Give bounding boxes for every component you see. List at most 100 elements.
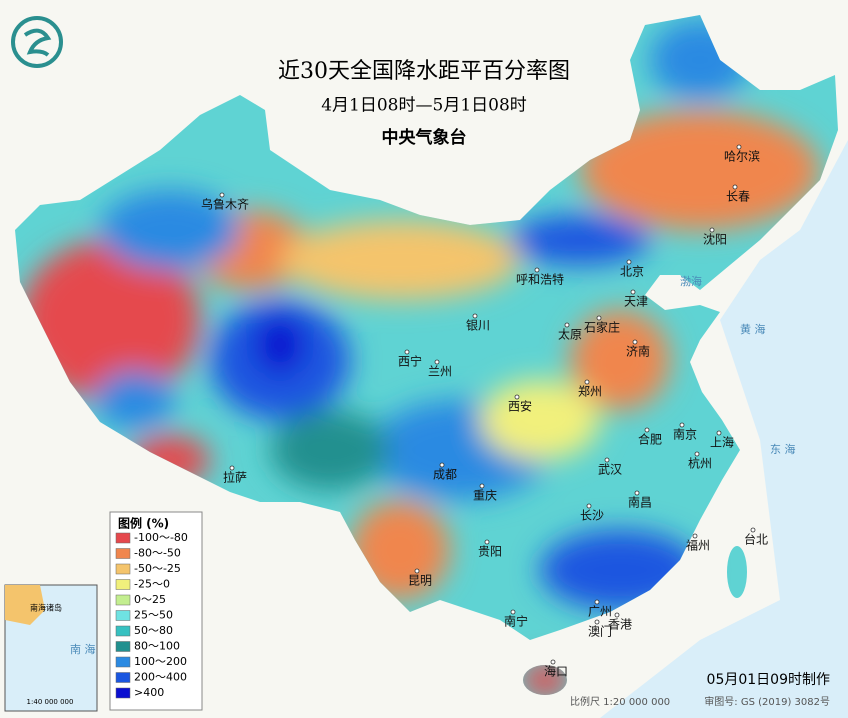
city-dot bbox=[644, 427, 650, 433]
legend-label: 200～400 bbox=[134, 671, 187, 684]
city-label: 武汉 bbox=[598, 463, 622, 477]
legend-label: -25～0 bbox=[134, 578, 170, 591]
city-dot bbox=[596, 315, 602, 321]
legend-swatch bbox=[115, 610, 131, 621]
legend-swatch bbox=[115, 594, 131, 606]
city-dot bbox=[594, 599, 600, 605]
city-dot bbox=[694, 451, 700, 457]
city-label: 合肥 bbox=[638, 432, 662, 447]
city-label: 银川 bbox=[466, 319, 490, 333]
inset-scale: 1:40 000 000 bbox=[27, 698, 74, 706]
city-label: 南昌 bbox=[628, 495, 652, 510]
city-label: 天津 bbox=[624, 295, 648, 309]
city-dot bbox=[414, 568, 420, 574]
inset: 南海诸岛 1:40 000 000 bbox=[4, 584, 98, 712]
city-label: 海口 bbox=[544, 664, 568, 679]
city-dot bbox=[716, 430, 722, 436]
agency: 中央气象台 bbox=[382, 127, 467, 148]
city-label: 重庆 bbox=[473, 489, 497, 503]
legend-swatch bbox=[115, 672, 131, 683]
legend-swatch bbox=[115, 563, 131, 575]
city-dot bbox=[479, 483, 485, 489]
scale: 比例尺 1:20 000 000 bbox=[570, 695, 670, 708]
city-label: 西安 bbox=[508, 399, 532, 414]
legend-label: -80～-50 bbox=[134, 547, 181, 560]
city-dot bbox=[219, 192, 225, 198]
logo bbox=[11, 16, 63, 68]
legend-swatch bbox=[115, 548, 131, 559]
sea-label: 渤海 bbox=[680, 274, 702, 288]
city-dot bbox=[229, 465, 235, 471]
city-label: 济南 bbox=[626, 344, 650, 359]
city-dot bbox=[584, 379, 590, 385]
legend-swatch bbox=[115, 625, 131, 637]
sea-label: 南 海 bbox=[70, 642, 96, 656]
city-dot bbox=[604, 457, 610, 463]
legend-label: -50～-25 bbox=[134, 562, 181, 575]
city-label: 长沙 bbox=[580, 509, 604, 523]
legend-label: 80～100 bbox=[134, 640, 180, 653]
city-dot bbox=[484, 539, 490, 545]
inset-land bbox=[5, 585, 45, 625]
city-dot bbox=[439, 462, 445, 468]
legend-swatch bbox=[115, 579, 131, 590]
city-label: 长春 bbox=[726, 190, 750, 204]
city-label: 呼和浩特 bbox=[516, 272, 564, 287]
subtitle: 4月1日08时—5月1日08时 bbox=[321, 96, 527, 116]
legend-swatch bbox=[115, 687, 131, 699]
sea-label: 黄 海 bbox=[740, 322, 766, 336]
city-dot bbox=[550, 659, 556, 665]
city-label: 南宁 bbox=[504, 614, 528, 629]
title: 近30天全国降水距平百分率图 bbox=[278, 59, 570, 84]
city-dot bbox=[732, 184, 738, 190]
legend-label: 25～50 bbox=[134, 609, 173, 622]
city-label: 郑州 bbox=[578, 384, 602, 399]
sea-label: 东 海 bbox=[770, 442, 796, 456]
city-dot bbox=[626, 259, 632, 265]
city-dot bbox=[679, 422, 685, 428]
city-dot bbox=[630, 289, 636, 295]
legend-title: 图例 (%) bbox=[118, 516, 169, 531]
city-label: 台北 bbox=[744, 532, 768, 547]
city-dot bbox=[614, 612, 620, 618]
city-dot bbox=[709, 227, 715, 233]
map-number: 审图号: GS (2019) 3082号 bbox=[704, 695, 830, 708]
legend-swatch bbox=[115, 641, 131, 652]
city-label: 贵阳 bbox=[478, 545, 502, 559]
city-dot bbox=[736, 144, 742, 150]
city-label: 福州 bbox=[686, 538, 710, 553]
city-label: 石家庄 bbox=[584, 320, 620, 335]
city-dot bbox=[534, 267, 540, 273]
legend-swatch bbox=[115, 656, 131, 668]
production-time: 05月01日09时制作 bbox=[707, 672, 830, 688]
city-label: 成都 bbox=[433, 468, 457, 482]
legend-label: 50～80 bbox=[134, 624, 173, 637]
city-label: 南京 bbox=[673, 427, 697, 442]
city-label: 拉萨 bbox=[223, 470, 247, 485]
legend: 图例 (%) -100～-80 -80～-50 -50～-25 -25～0 0～25 25… bbox=[109, 511, 203, 711]
city-label: 兰州 bbox=[428, 365, 452, 379]
city-label: 香港 bbox=[608, 618, 632, 632]
city-dot bbox=[472, 313, 478, 319]
city-label: 杭州 bbox=[688, 456, 712, 471]
city-label: 广州 bbox=[588, 605, 612, 619]
legend-swatch bbox=[115, 532, 131, 544]
city-label: 昆明 bbox=[408, 574, 432, 588]
city-label: 上海 bbox=[710, 435, 734, 450]
city-dot bbox=[750, 527, 756, 533]
city-dot bbox=[514, 394, 520, 400]
city-label: 北京 bbox=[620, 265, 644, 279]
legend-label: >400 bbox=[134, 686, 164, 699]
city-dot bbox=[632, 339, 638, 345]
legend-label: -100～-80 bbox=[134, 531, 188, 544]
city-label: 太原 bbox=[558, 327, 582, 342]
logo-mark bbox=[23, 28, 52, 57]
inset-title: 南海诸岛 bbox=[30, 603, 62, 613]
sea bbox=[600, 140, 848, 718]
city-dot bbox=[692, 533, 698, 539]
city-dot bbox=[634, 490, 640, 496]
city-label: 澳门 bbox=[588, 624, 612, 639]
city-dot bbox=[594, 619, 600, 625]
city-label: 哈尔滨 bbox=[724, 149, 760, 164]
